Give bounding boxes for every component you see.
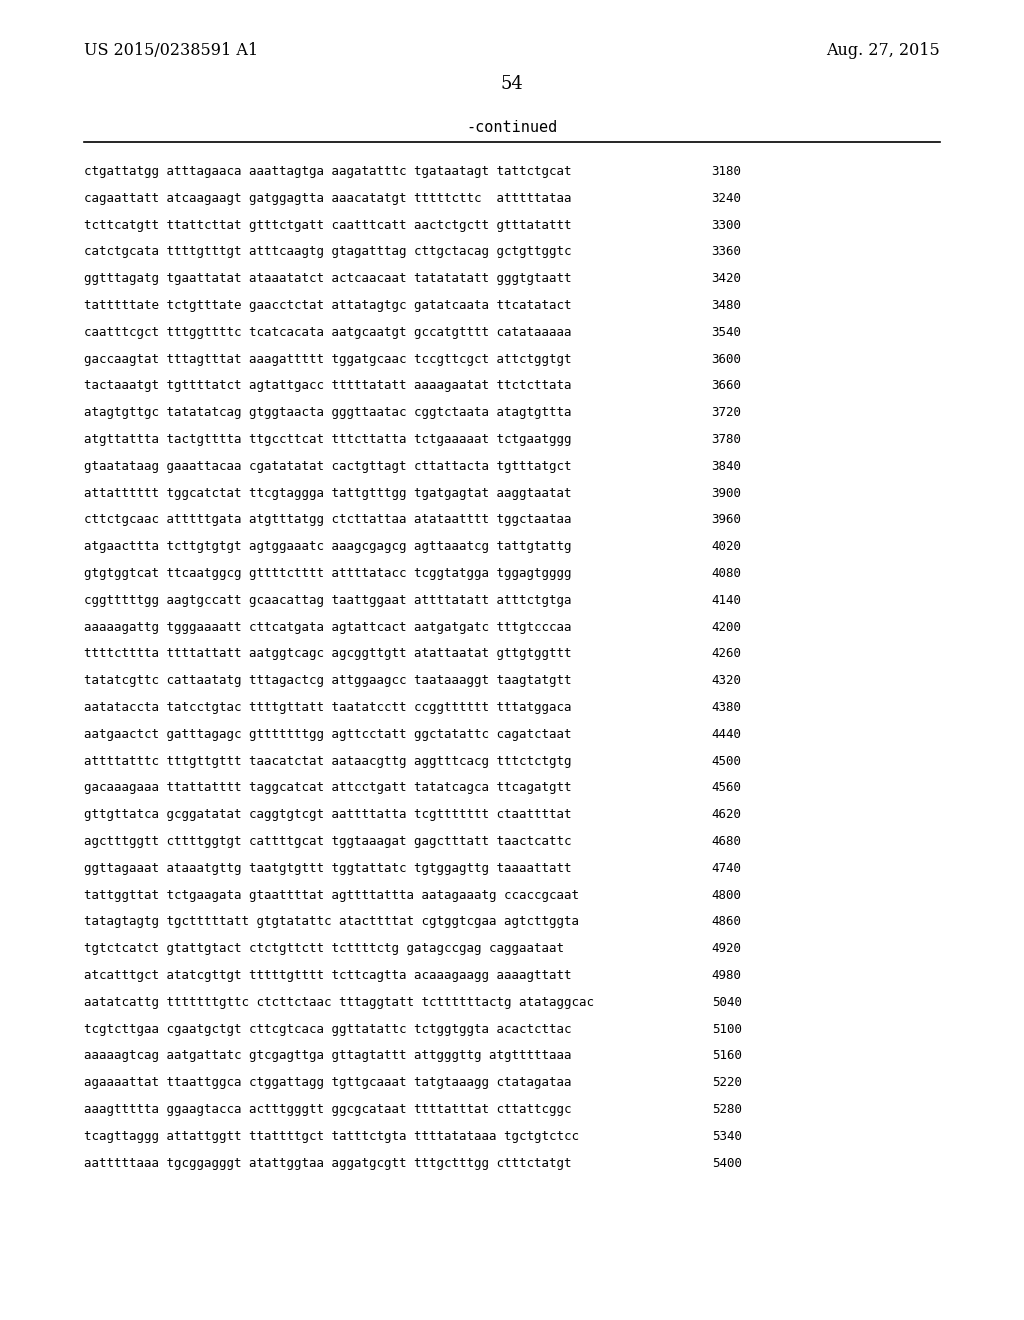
Text: 3900: 3900 <box>712 487 741 499</box>
Text: attttatttc tttgttgttt taacatctat aataacgttg aggtttcacg tttctctgtg: attttatttc tttgttgttt taacatctat aataacg… <box>84 755 571 768</box>
Text: 4080: 4080 <box>712 568 741 579</box>
Text: tcgtcttgaa cgaatgctgt cttcgtcaca ggttatattc tctggtggta acactcttac: tcgtcttgaa cgaatgctgt cttcgtcaca ggttata… <box>84 1023 571 1036</box>
Text: 3600: 3600 <box>712 352 741 366</box>
Text: aatttttaaa tgcggagggt atattggtaa aggatgcgtt tttgctttgg ctttctatgt: aatttttaaa tgcggagggt atattggtaa aggatgc… <box>84 1156 571 1170</box>
Text: aatataccta tatcctgtac ttttgttatt taatatcctt ccggtttttt tttatggaca: aatataccta tatcctgtac ttttgttatt taatatc… <box>84 701 571 714</box>
Text: tatatcgttc cattaatatg tttagactcg attggaagcc taataaaggt taagtatgtt: tatatcgttc cattaatatg tttagactcg attggaa… <box>84 675 571 688</box>
Text: catctgcata ttttgtttgt atttcaagtg gtagatttag cttgctacag gctgttggtc: catctgcata ttttgtttgt atttcaagtg gtagatt… <box>84 246 571 259</box>
Text: tatttttate tctgtttate gaacctctat attatagtgc gatatcaata ttcatatact: tatttttate tctgtttate gaacctctat attatag… <box>84 300 571 312</box>
Text: US 2015/0238591 A1: US 2015/0238591 A1 <box>84 42 258 59</box>
Text: 5160: 5160 <box>712 1049 741 1063</box>
Text: 4680: 4680 <box>712 836 741 847</box>
Text: 3360: 3360 <box>712 246 741 259</box>
Text: cttctgcaac atttttgata atgtttatgg ctcttattaa atataatttt tggctaataa: cttctgcaac atttttgata atgtttatgg ctcttat… <box>84 513 571 527</box>
Text: atagtgttgc tatatatcag gtggtaacta gggttaatac cggtctaata atagtgttta: atagtgttgc tatatatcag gtggtaacta gggttaa… <box>84 407 571 420</box>
Text: 4920: 4920 <box>712 942 741 956</box>
Text: 54: 54 <box>501 75 523 92</box>
Text: ggttagaaat ataaatgttg taatgtgttt tggtattatc tgtggagttg taaaattatt: ggttagaaat ataaatgttg taatgtgttt tggtatt… <box>84 862 571 875</box>
Text: caatttcgct tttggttttc tcatcacata aatgcaatgt gccatgtttt catataaaaa: caatttcgct tttggttttc tcatcacata aatgcaa… <box>84 326 571 339</box>
Text: 4140: 4140 <box>712 594 741 607</box>
Text: 4980: 4980 <box>712 969 741 982</box>
Text: 3240: 3240 <box>712 191 741 205</box>
Text: 3300: 3300 <box>712 219 741 231</box>
Text: 3420: 3420 <box>712 272 741 285</box>
Text: 5340: 5340 <box>712 1130 741 1143</box>
Text: gtaatataag gaaattacaa cgatatatat cactgttagt cttattacta tgtttatgct: gtaatataag gaaattacaa cgatatatat cactgtt… <box>84 459 571 473</box>
Text: 4560: 4560 <box>712 781 741 795</box>
Text: 4320: 4320 <box>712 675 741 688</box>
Text: 4200: 4200 <box>712 620 741 634</box>
Text: 3480: 3480 <box>712 300 741 312</box>
Text: -continued: -continued <box>466 120 558 135</box>
Text: aaagttttta ggaagtacca actttgggtt ggcgcataat ttttatttat cttattcggc: aaagttttta ggaagtacca actttgggtt ggcgcat… <box>84 1104 571 1115</box>
Text: tatagtagtg tgctttttatt gtgtatattc atacttttat cgtggtcgaa agtcttggta: tatagtagtg tgctttttatt gtgtatattc atactt… <box>84 915 579 928</box>
Text: 5040: 5040 <box>712 995 741 1008</box>
Text: aatatcattg tttttttgttc ctcttctaac tttaggtatt tcttttttactg atataggcac: aatatcattg tttttttgttc ctcttctaac tttagg… <box>84 995 594 1008</box>
Text: 3540: 3540 <box>712 326 741 339</box>
Text: attatttttt tggcatctat ttcgtaggga tattgtttgg tgatgagtat aaggtaatat: attatttttt tggcatctat ttcgtaggga tattgtt… <box>84 487 571 499</box>
Text: cggtttttgg aagtgccatt gcaacattag taattggaat attttatatt atttctgtga: cggtttttgg aagtgccatt gcaacattag taattgg… <box>84 594 571 607</box>
Text: 4860: 4860 <box>712 915 741 928</box>
Text: 4800: 4800 <box>712 888 741 902</box>
Text: agctttggtt cttttggtgt cattttgcat tggtaaagat gagctttatt taactcattc: agctttggtt cttttggtgt cattttgcat tggtaaa… <box>84 836 571 847</box>
Text: 4500: 4500 <box>712 755 741 768</box>
Text: tcttcatgtt ttattcttat gtttctgatt caatttcatt aactctgctt gtttatattt: tcttcatgtt ttattcttat gtttctgatt caatttc… <box>84 219 571 231</box>
Text: gacaaagaaa ttattatttt taggcatcat attcctgatt tatatcagca ttcagatgtt: gacaaagaaa ttattatttt taggcatcat attcctg… <box>84 781 571 795</box>
Text: 5400: 5400 <box>712 1156 741 1170</box>
Text: gttgttatca gcggatatat caggtgtcgt aattttatta tcgttttttt ctaattttat: gttgttatca gcggatatat caggtgtcgt aatttta… <box>84 808 571 821</box>
Text: 5220: 5220 <box>712 1076 741 1089</box>
Text: 4740: 4740 <box>712 862 741 875</box>
Text: agaaaattat ttaattggca ctggattagg tgttgcaaat tatgtaaagg ctatagataa: agaaaattat ttaattggca ctggattagg tgttgca… <box>84 1076 571 1089</box>
Text: 3180: 3180 <box>712 165 741 178</box>
Text: Aug. 27, 2015: Aug. 27, 2015 <box>826 42 940 59</box>
Text: 3840: 3840 <box>712 459 741 473</box>
Text: 3720: 3720 <box>712 407 741 420</box>
Text: 4380: 4380 <box>712 701 741 714</box>
Text: aaaaagtcag aatgattatc gtcgagttga gttagtattt attgggttg atgtttttaaa: aaaaagtcag aatgattatc gtcgagttga gttagta… <box>84 1049 571 1063</box>
Text: aaaaagattg tgggaaaatt cttcatgata agtattcact aatgatgatc tttgtcccaa: aaaaagattg tgggaaaatt cttcatgata agtattc… <box>84 620 571 634</box>
Text: 4260: 4260 <box>712 647 741 660</box>
Text: tactaaatgt tgttttatct agtattgacc tttttatatt aaaagaatat ttctcttata: tactaaatgt tgttttatct agtattgacc tttttat… <box>84 379 571 392</box>
Text: 4020: 4020 <box>712 540 741 553</box>
Text: 3660: 3660 <box>712 379 741 392</box>
Text: cagaattatt atcaagaagt gatggagtta aaacatatgt tttttcttc  atttttataa: cagaattatt atcaagaagt gatggagtta aaacata… <box>84 191 571 205</box>
Text: ttttctttta ttttattatt aatggtcagc agcggttgtt atattaatat gttgtggttt: ttttctttta ttttattatt aatggtcagc agcggtt… <box>84 647 571 660</box>
Text: 5280: 5280 <box>712 1104 741 1115</box>
Text: 3780: 3780 <box>712 433 741 446</box>
Text: atcatttgct atatcgttgt tttttgtttt tcttcagtta acaaagaagg aaaagttatt: atcatttgct atatcgttgt tttttgtttt tcttcag… <box>84 969 571 982</box>
Text: aatgaactct gatttagagc gtttttttgg agttcctatt ggctatattc cagatctaat: aatgaactct gatttagagc gtttttttgg agttcct… <box>84 727 571 741</box>
Text: gtgtggtcat ttcaatggcg gttttctttt attttatacc tcggtatgga tggagtgggg: gtgtggtcat ttcaatggcg gttttctttt attttat… <box>84 568 571 579</box>
Text: atgttattta tactgtttta ttgccttcat tttcttatta tctgaaaaat tctgaatggg: atgttattta tactgtttta ttgccttcat tttctta… <box>84 433 571 446</box>
Text: ggtttagatg tgaattatat ataaatatct actcaacaat tatatatatt gggtgtaatt: ggtttagatg tgaattatat ataaatatct actcaac… <box>84 272 571 285</box>
Text: 3960: 3960 <box>712 513 741 527</box>
Text: ctgattatgg atttagaaca aaattagtga aagatatttc tgataatagt tattctgcat: ctgattatgg atttagaaca aaattagtga aagatat… <box>84 165 571 178</box>
Text: atgaacttta tcttgtgtgt agtggaaatc aaagcgagcg agttaaatcg tattgtattg: atgaacttta tcttgtgtgt agtggaaatc aaagcga… <box>84 540 571 553</box>
Text: 4440: 4440 <box>712 727 741 741</box>
Text: 4620: 4620 <box>712 808 741 821</box>
Text: tgtctcatct gtattgtact ctctgttctt tcttttctg gatagccgag caggaataat: tgtctcatct gtattgtact ctctgttctt tcttttc… <box>84 942 564 956</box>
Text: tattggttat tctgaagata gtaattttat agttttattta aatagaaatg ccaccgcaat: tattggttat tctgaagata gtaattttat agtttta… <box>84 888 579 902</box>
Text: 5100: 5100 <box>712 1023 741 1036</box>
Text: gaccaagtat tttagtttat aaagattttt tggatgcaac tccgttcgct attctggtgt: gaccaagtat tttagtttat aaagattttt tggatgc… <box>84 352 571 366</box>
Text: tcagttaggg attattggtt ttattttgct tatttctgta ttttatataaa tgctgtctcc: tcagttaggg attattggtt ttattttgct tatttct… <box>84 1130 579 1143</box>
